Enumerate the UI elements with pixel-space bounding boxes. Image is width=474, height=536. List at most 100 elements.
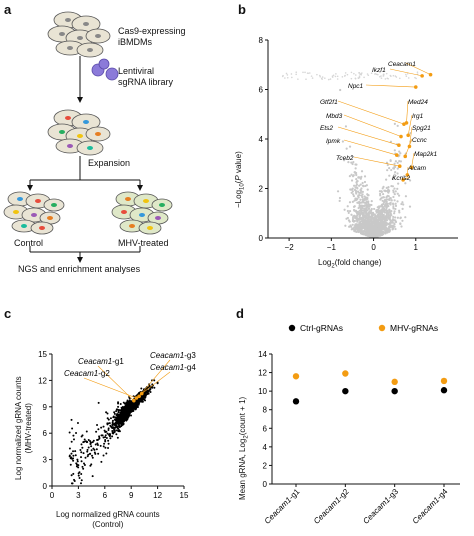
volcano-point (414, 76, 416, 79)
volcano-point (344, 224, 347, 227)
volcano-point (376, 73, 379, 76)
counts-point (119, 419, 122, 422)
volcano-point (354, 230, 357, 233)
volcano-point (392, 215, 395, 219)
counts-point (84, 440, 87, 443)
volcano-point (311, 77, 314, 79)
volcano-point (361, 193, 364, 196)
volcano-xlabel: Log2(fold change) (318, 258, 382, 270)
counts-point (117, 405, 120, 408)
counts-point (141, 398, 144, 401)
volcano-gene-label: Ikzf1 (372, 67, 386, 74)
volcano-point (383, 231, 387, 234)
counts-highlight-point (132, 398, 136, 403)
volcano-point (348, 145, 352, 148)
volcano-point (355, 198, 358, 202)
volcano-y-tick-label: 0 (259, 234, 264, 243)
counts-point (117, 410, 120, 413)
counts-point (149, 390, 152, 393)
counts-point (74, 454, 77, 457)
volcano-point (386, 227, 389, 230)
counts-y-tick-label: 6 (43, 429, 48, 438)
volcano-point (370, 200, 373, 203)
counts-point (112, 415, 115, 418)
counts-point (96, 439, 99, 442)
counts-y-tick-label: 15 (38, 350, 47, 359)
volcano-point (356, 220, 359, 223)
counts-point (72, 459, 75, 462)
volcano-point (385, 207, 388, 211)
lentivirus-icon (91, 58, 119, 81)
volcano-point (329, 78, 332, 80)
counts-point (105, 430, 108, 433)
volcano-point (370, 207, 373, 211)
counts-point (125, 403, 128, 406)
volcano-point (363, 195, 366, 198)
volcano-point (286, 76, 289, 79)
counts-point (130, 414, 133, 417)
counts-point (102, 445, 105, 448)
volcano-point (353, 226, 356, 229)
counts-point (147, 390, 150, 393)
counts-point (128, 397, 131, 400)
volcano-point (353, 216, 357, 219)
volcano-point (393, 162, 396, 165)
volcano-point (359, 183, 362, 186)
volcano-gene-label: Alcam (407, 165, 427, 172)
volcano-point (394, 160, 397, 163)
volcano-point (384, 190, 387, 193)
volcano-point (363, 218, 366, 221)
counts-point (80, 451, 83, 454)
counts-point (106, 423, 109, 426)
volcano-point (388, 208, 391, 212)
volcano-point (389, 215, 392, 218)
volcano-point (398, 209, 401, 212)
volcano-point (366, 188, 369, 191)
volcano-point (396, 216, 399, 219)
volcano-point (373, 215, 377, 218)
counts-point (109, 424, 112, 427)
volcano-point (346, 205, 349, 208)
volcano-gene-label: Ccnc (412, 137, 428, 144)
volcano-point (396, 192, 399, 195)
volcano-highlight-point (409, 165, 414, 170)
counts-point (71, 482, 74, 485)
counts-point (99, 444, 102, 447)
counts-point (122, 422, 125, 425)
counts-y-tick-label: 9 (43, 403, 48, 412)
volcano-point (379, 71, 381, 74)
volcano-point (350, 213, 353, 216)
counts-point (107, 418, 110, 421)
volcano-point (393, 212, 396, 215)
counts-point (80, 443, 83, 446)
volcano-point (386, 163, 389, 167)
volcano-point (404, 195, 408, 198)
volcano-point (381, 196, 384, 199)
volcano-point (307, 72, 309, 75)
mean-x-tick-label: Ceacam1-g2 (312, 487, 351, 526)
volcano-point (346, 209, 349, 213)
counts-point (89, 440, 92, 443)
volcano-label-leader (411, 152, 415, 168)
counts-point (114, 421, 117, 424)
counts-point (72, 454, 75, 457)
volcano-point (354, 77, 357, 80)
counts-annotation: Ceacam1-g2 (64, 369, 110, 378)
volcano-point (341, 76, 344, 78)
volcano-point (360, 170, 364, 173)
volcano-point (359, 191, 362, 194)
volcano-point (371, 228, 374, 231)
counts-point (88, 452, 91, 455)
counts-point (82, 441, 85, 444)
counts-point (90, 463, 93, 466)
counts-point (70, 474, 73, 477)
counts-point (90, 445, 93, 448)
counts-point (69, 463, 72, 466)
volcano-point (367, 205, 370, 208)
volcano-x-tick-label: −1 (327, 243, 337, 252)
counts-point (106, 417, 109, 420)
volcano-point (375, 73, 378, 76)
counts-point (124, 408, 127, 411)
volcano-point (391, 228, 394, 231)
volcano-point (381, 205, 384, 208)
